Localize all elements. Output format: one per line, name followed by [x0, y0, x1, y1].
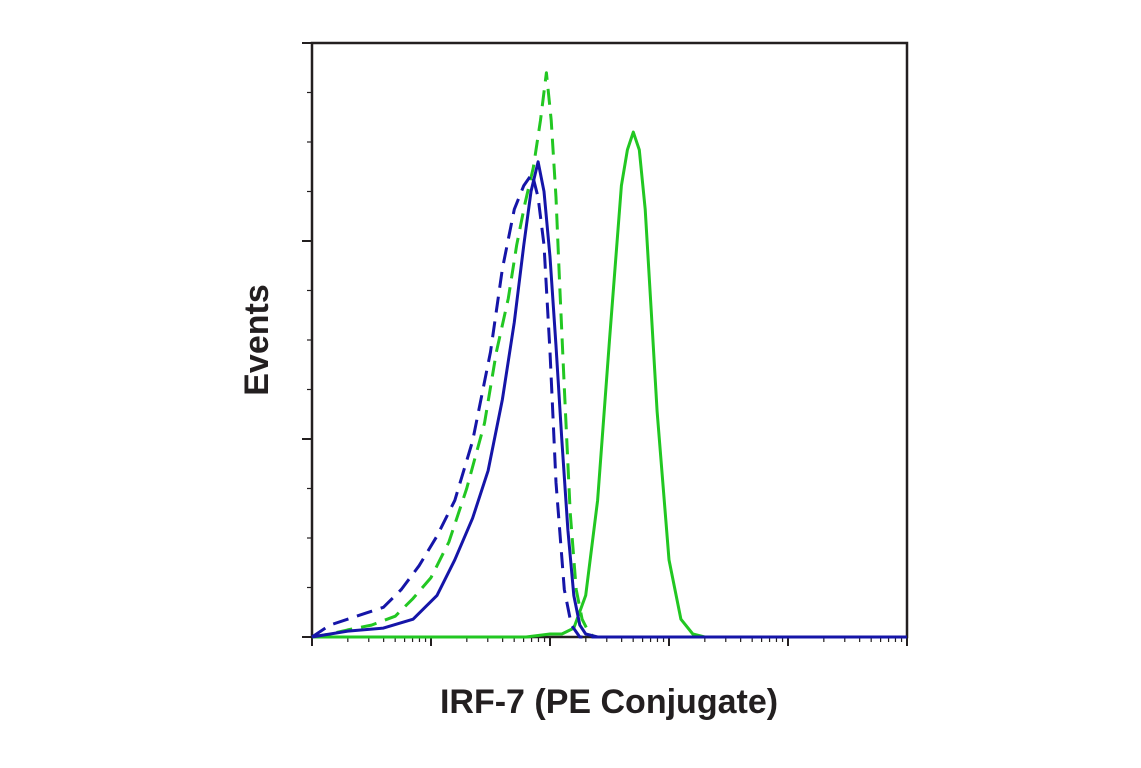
series-layer: [311, 71, 907, 639]
series-line-1: [311, 71, 907, 639]
y-axis-ticks: [302, 42, 312, 638]
x-axis-title: IRF-7 (PE Conjugate): [440, 683, 778, 721]
series-line-3: [311, 172, 907, 639]
series-line-2: [312, 130, 907, 639]
y-axis-title: Events: [238, 284, 276, 396]
series-line-4: [311, 160, 907, 639]
